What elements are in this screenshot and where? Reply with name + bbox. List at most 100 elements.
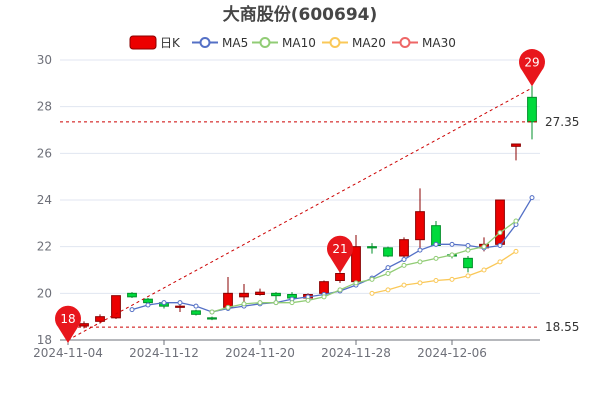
ma-point [401,282,407,288]
legend-label: MA30 [422,36,456,50]
legend-label: MA5 [222,36,248,50]
candle-body [95,316,105,322]
candle-body [335,273,345,281]
ma-point [385,271,391,276]
ma-point [257,300,263,306]
ma-point [177,300,183,306]
candle-body [415,211,425,241]
ma-point [529,195,535,201]
candle-body [319,281,329,294]
candle-body [463,257,473,269]
ma-point [465,247,471,253]
chart-title: 大商股份(600694) [223,4,378,25]
ma-point [417,280,423,286]
candle [255,288,265,296]
moving-averages [129,195,535,315]
mark-point-label: 21 [332,242,347,256]
ma-point [369,276,375,282]
x-tick-label: 2024-11-04 [33,346,103,360]
mark-point: 21 [327,235,353,273]
mark-line-label: 27.35 [545,115,579,129]
ma-point [209,309,215,315]
y-tick-label: 28 [37,100,52,114]
ma-point [369,290,375,296]
candle-body [127,292,137,298]
candle [223,277,233,309]
ma-point [289,300,295,306]
ma-point [241,301,247,307]
ma-point [337,287,343,293]
candle-body [79,323,89,327]
mark-line-label: 18.55 [545,320,579,334]
candle-body [399,239,409,257]
x-axis: 2024-11-04 2024-11-12 2024-11-20 2024-11-28… [33,339,540,360]
candle-body [527,96,537,123]
ma-point [481,267,487,273]
y-tick-label: 30 [37,53,52,67]
mark-point-pin [519,49,545,87]
ma-line-ma20 [371,250,517,294]
candle [351,235,361,283]
candle [527,83,537,140]
candle-body [255,291,265,295]
mark-point-label: 29 [524,55,539,69]
mark-point: 18 [55,305,81,343]
candle [511,143,521,161]
candle [111,295,121,319]
legend-item: MA20 [322,36,386,50]
candle [271,292,281,301]
ma-point [129,307,135,313]
legend-label: MA10 [282,36,316,50]
y-tick-label: 20 [37,286,52,300]
y-tick-label: 22 [37,240,52,254]
candle [463,256,473,273]
ma-point [465,273,471,279]
legend-swatch [129,35,157,50]
mark-point-pin [55,305,81,343]
candle-body [495,199,505,245]
ma-point [465,243,471,248]
mark-lines: 27.35 18.55 [60,87,579,341]
candle-body [351,246,361,283]
legend-marker [199,37,211,48]
legend-item: MA5 [192,36,248,50]
candle-body [143,298,153,304]
ma-point [481,244,487,250]
ma-point [401,257,407,262]
x-tick-label: 2024-11-12 [129,346,199,360]
legend-label: 日K [160,36,181,50]
trend-line [67,87,533,341]
mark-points: 18 21 29 [55,49,545,343]
candle [191,309,201,316]
candle [127,292,137,298]
y-tick-label: 26 [37,146,52,160]
ma-point [321,294,327,300]
legend: 日K MA5 MA10 MA20 MA30 [129,35,456,50]
candle-body [367,246,377,249]
y-tick-label: 24 [37,193,52,207]
candle-body [383,247,393,257]
legend-item: MA10 [252,36,316,50]
candle-body [175,305,185,308]
ma-point [385,287,391,293]
ma-point [433,241,439,247]
candle [495,199,505,247]
mark-point: 29 [519,49,545,87]
ma-point [513,218,519,224]
y-tick-label: 18 [37,333,52,347]
ma-point [449,276,455,282]
ma-point [145,302,151,308]
ma-point [497,243,503,248]
x-tick-label: 2024-11-20 [225,346,295,360]
candle-body [239,292,249,298]
legend-marker [399,37,411,48]
y-axis: 18 20 22 24 26 28 30 [37,53,52,347]
legend-marker [259,37,271,48]
candle [239,284,249,303]
x-tick-label: 2024-11-28 [321,346,391,360]
ma-point [417,259,423,265]
ma-point [353,280,359,286]
ma-point [305,297,311,303]
candle [207,316,217,321]
